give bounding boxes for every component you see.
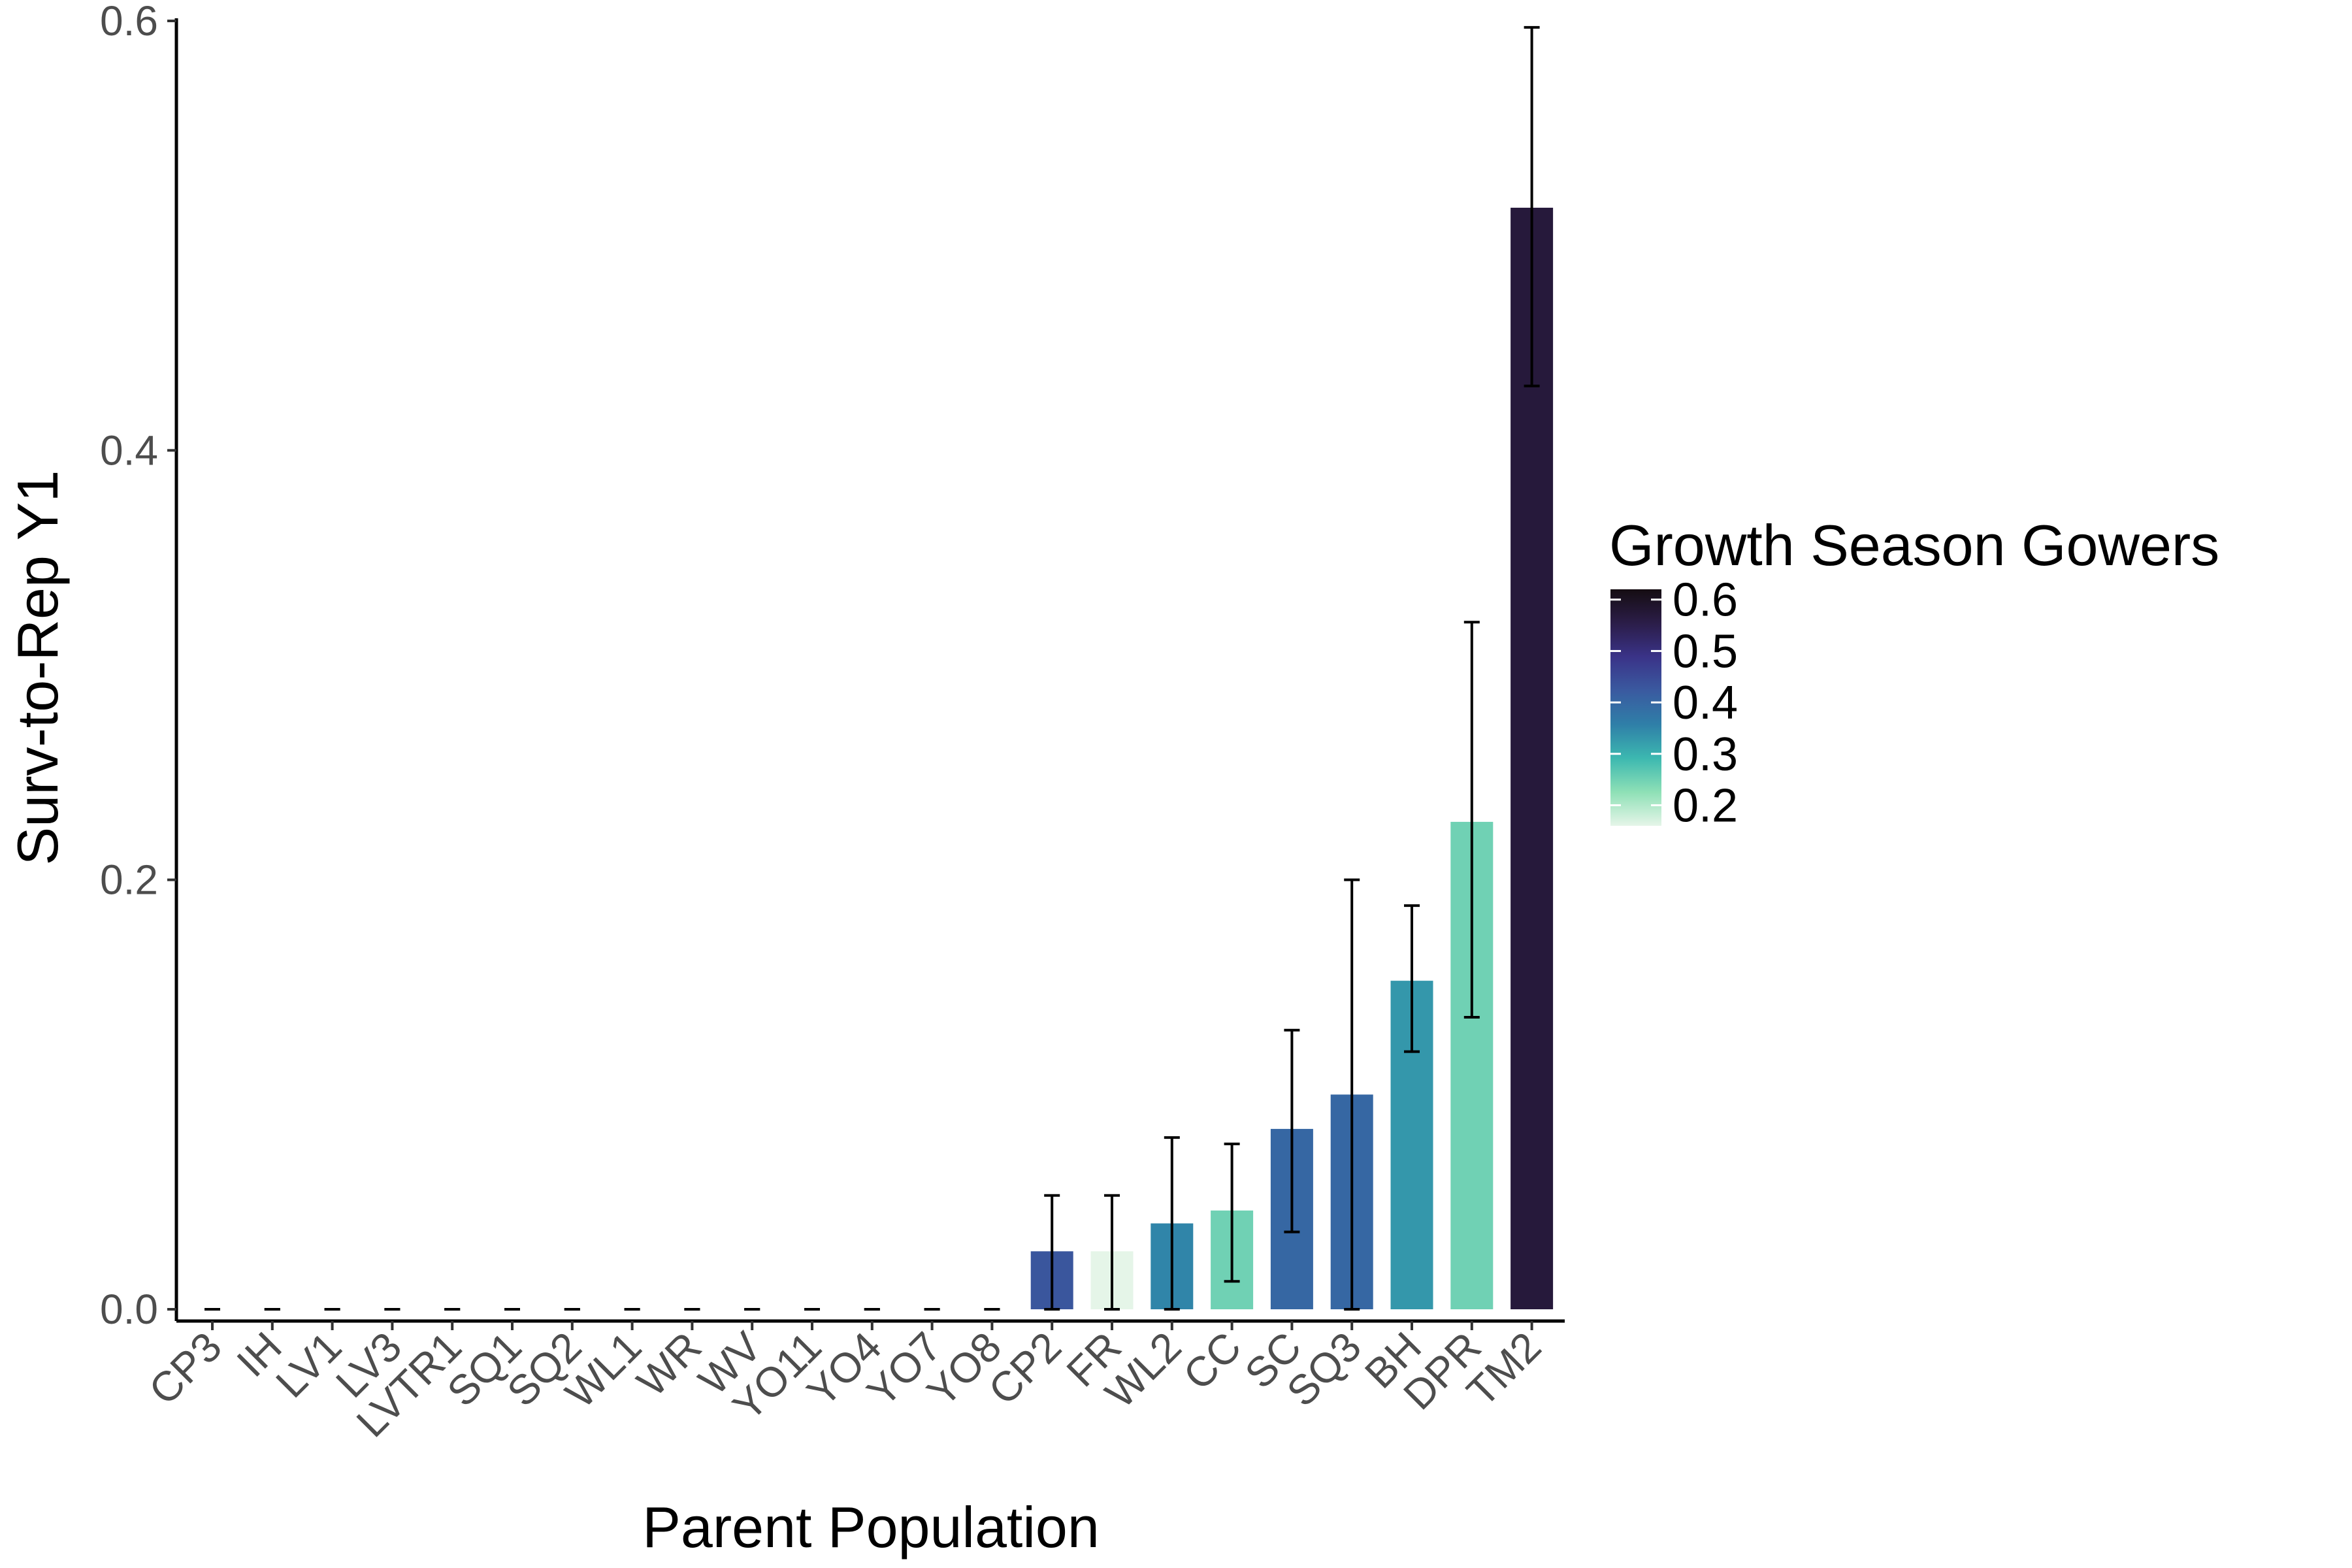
- legend-tick-label: 0.6: [1673, 574, 1738, 627]
- legend-title: Growth Season Gowers: [1609, 513, 2219, 578]
- x-tick-label-tm2: TM2: [1458, 1323, 1550, 1415]
- bar-tm2: [1511, 207, 1554, 1310]
- error-bar-sc: [1284, 1028, 1300, 1233]
- legend-colorbar: [1610, 589, 1661, 826]
- error-bar-cp2: [1044, 1194, 1060, 1311]
- legend-tick-label: 0.5: [1673, 625, 1738, 678]
- error-bar-cc: [1224, 1142, 1240, 1283]
- error-bar-wl2: [1164, 1136, 1180, 1311]
- x-tick-label-sq3: SQ3: [1278, 1323, 1370, 1415]
- error-bar-bh: [1404, 904, 1420, 1053]
- y-tick-label: 0.2: [100, 857, 158, 904]
- y-tick-label: 0.4: [100, 427, 158, 474]
- legend-tick-label: 0.4: [1673, 677, 1738, 729]
- color-legend: Growth Season Gowers 0.60.50.40.30.2: [1609, 513, 2219, 832]
- error-bar-sq3: [1344, 878, 1360, 1311]
- error-bar-tm2: [1524, 25, 1540, 387]
- y-tick-label: 0.0: [100, 1286, 158, 1333]
- error-bar-dpr: [1463, 621, 1480, 1019]
- x-tick-label-cp3: CP3: [140, 1323, 231, 1414]
- x-axis-title: Parent Population: [642, 1495, 1100, 1560]
- legend-tick-label: 0.3: [1673, 728, 1738, 781]
- x-tick-label-cp2: CP2: [979, 1323, 1070, 1414]
- y-axis-title: Surv-to-Rep Y1: [5, 470, 70, 866]
- error-bar-fr: [1104, 1194, 1120, 1311]
- y-tick-label: 0.6: [100, 0, 158, 44]
- legend-tick-label: 0.2: [1673, 780, 1738, 832]
